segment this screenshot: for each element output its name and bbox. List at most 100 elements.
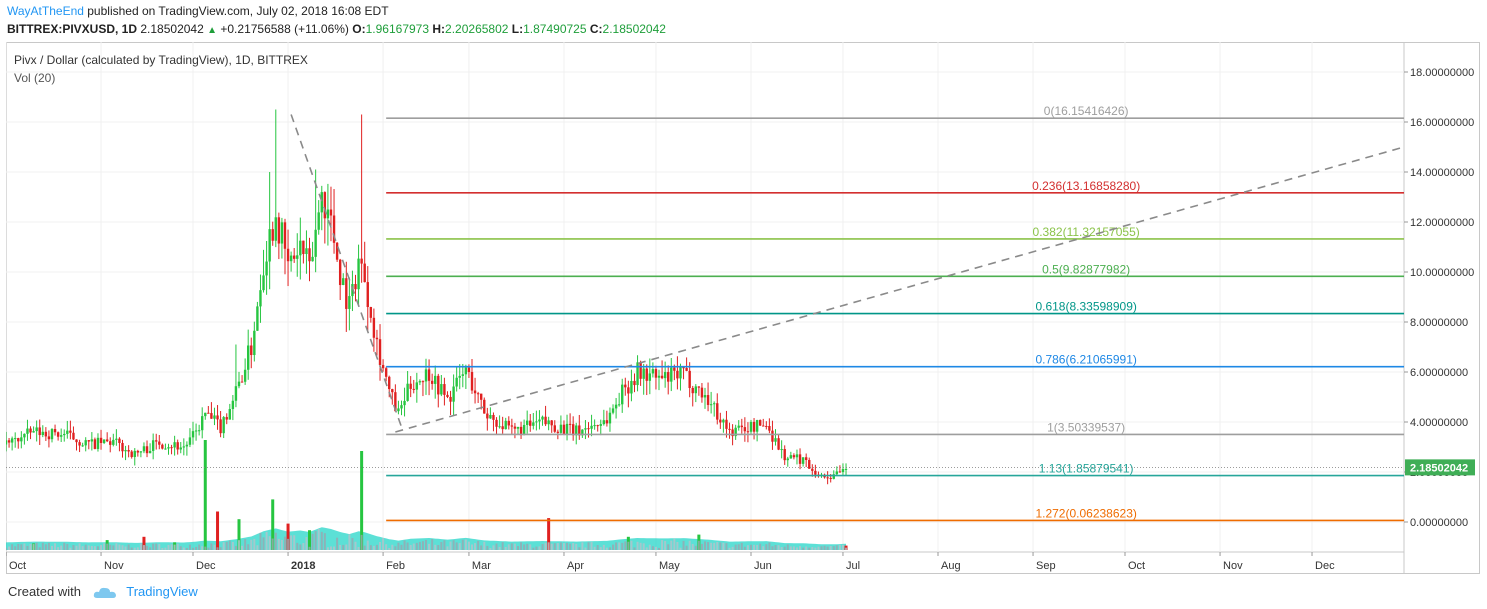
- author-link[interactable]: WayAtTheEnd: [7, 4, 84, 18]
- candle-body: [69, 430, 72, 433]
- volume-tick: [504, 546, 507, 550]
- volume-tick: [103, 543, 106, 550]
- volume-tick: [501, 542, 504, 550]
- x-tick-label: Dec: [1315, 560, 1335, 572]
- volume-tick: [593, 546, 596, 550]
- volume-tick: [100, 544, 103, 550]
- volume-tick: [262, 537, 265, 550]
- x-tick-label: Jul: [846, 560, 860, 572]
- fib-level-label: 1.13(1.85879541): [1039, 462, 1134, 476]
- x-tick-label: Dec: [196, 560, 216, 572]
- candle-body: [253, 330, 256, 356]
- volume-tick: [627, 541, 630, 550]
- candle-body: [841, 469, 845, 473]
- candle-body: [231, 400, 235, 410]
- volume-tick: [188, 544, 191, 550]
- candle-body: [219, 419, 222, 434]
- candle-body: [440, 384, 443, 395]
- volume-tick: [354, 541, 357, 550]
- candle-body: [774, 438, 777, 442]
- candle-body: [688, 370, 691, 388]
- candle-body: [366, 282, 369, 308]
- volume-tick: [443, 540, 446, 550]
- volume-tick: [513, 543, 516, 550]
- tradingview-brand-link[interactable]: TradingView: [126, 584, 198, 599]
- candle-body: [173, 442, 176, 448]
- candle-body: [443, 384, 446, 395]
- volume-tick: [544, 542, 547, 550]
- volume-tick: [630, 540, 633, 550]
- volume-tick: [20, 544, 23, 550]
- candle-body: [611, 408, 615, 413]
- volume-tick: [566, 542, 569, 550]
- candle-body: [682, 367, 685, 369]
- candle-body: [412, 388, 415, 390]
- candle-body: [584, 428, 587, 430]
- candle-body: [479, 393, 483, 400]
- volume-tick: [480, 545, 483, 550]
- candle-body: [446, 394, 449, 397]
- volume-tick: [826, 546, 829, 550]
- volume-tick: [786, 544, 789, 550]
- volume-tick: [820, 546, 823, 550]
- candle-body: [375, 337, 379, 340]
- volume-tick: [452, 540, 455, 550]
- candle-body: [544, 416, 547, 425]
- candle-body: [464, 367, 468, 375]
- candle-body: [222, 417, 225, 434]
- volume-tick: [734, 544, 737, 550]
- candle-body: [602, 420, 606, 425]
- volume-tick: [526, 543, 529, 550]
- candle-body: [182, 446, 186, 448]
- volume-ma-area: [6, 527, 847, 550]
- volume-tick: [437, 545, 440, 550]
- volume-tick: [639, 542, 642, 550]
- candle-body: [274, 217, 277, 241]
- volume-tick: [222, 542, 225, 550]
- candle-body: [391, 389, 394, 393]
- candle-body: [755, 420, 759, 432]
- candle-body: [320, 192, 323, 213]
- volume-tick: [605, 547, 608, 550]
- candle-body: [562, 424, 566, 435]
- candle-body: [118, 438, 121, 443]
- candle-body: [541, 416, 544, 420]
- candle-body: [648, 373, 652, 381]
- volume-tick: [756, 544, 759, 550]
- candle-body: [746, 431, 750, 433]
- price-chart[interactable]: 0.000000002.000000004.000000006.00000000…: [6, 42, 1480, 574]
- low-value: 1.87490725: [523, 22, 587, 36]
- volume-tick: [486, 545, 489, 550]
- candle-body: [381, 364, 385, 369]
- x-tick-label: Mar: [472, 560, 491, 572]
- volume-tick: [348, 534, 351, 550]
- volume-tick: [694, 545, 697, 550]
- candle-body: [633, 380, 636, 386]
- volume-tick: [495, 543, 498, 550]
- fib-level-label: 0.236(13.16858280): [1032, 179, 1140, 193]
- volume-bar: [142, 536, 146, 550]
- volume-tick: [510, 543, 513, 550]
- open-label: O:: [352, 22, 366, 36]
- volume-tick: [345, 544, 348, 550]
- candle-body: [335, 242, 339, 260]
- candle-body: [728, 428, 731, 430]
- candle-body: [667, 372, 670, 382]
- volume-tick: [832, 546, 835, 550]
- candle-body: [72, 432, 75, 440]
- volume-tick: [78, 543, 81, 550]
- candle-body: [311, 256, 314, 262]
- candle-body: [706, 395, 710, 405]
- candle-body: [228, 409, 232, 420]
- volume-bar: [308, 530, 312, 550]
- candle-body: [280, 222, 284, 244]
- symbol-line: BITTREX:PIVXUSD, 1D 2.18502042 ▲ +0.2175…: [7, 22, 666, 36]
- candle-body: [685, 368, 688, 371]
- volume-tick: [523, 544, 526, 550]
- candle-body: [743, 427, 747, 432]
- volume-tick: [667, 544, 670, 550]
- candle-body: [197, 430, 201, 432]
- volume-tick: [682, 540, 685, 550]
- volume-tick: [814, 547, 817, 550]
- candle-body: [161, 444, 164, 449]
